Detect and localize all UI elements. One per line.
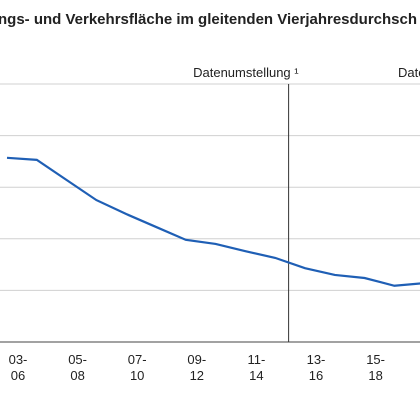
x-tick-label: 03-06 [9, 352, 28, 383]
x-tick-label: 09-12 [187, 352, 206, 383]
x-tick-label-line: 06 [11, 368, 25, 383]
annotation: Date [398, 65, 420, 80]
x-tick-label-line: 14 [249, 368, 263, 383]
x-tick-label: 15-18 [366, 352, 385, 383]
annotation: Datenumstellung ¹ [193, 65, 299, 80]
x-tick-label-line: 11- [247, 352, 265, 367]
x-tick-label-line: 05- [68, 352, 87, 367]
x-tick-label-line: 09- [187, 352, 206, 367]
x-tick-label-line: 18 [368, 368, 382, 383]
x-tick-label-line: 08 [70, 368, 84, 383]
x-tick-label: 07-10 [128, 352, 147, 383]
x-tick-label-line: 15- [366, 352, 385, 367]
x-tick-label-line: 12 [190, 368, 204, 383]
x-tick-label: 13-16 [307, 352, 326, 383]
chart-title: ngs- und Verkehrsfläche im gleitenden Vi… [0, 11, 417, 28]
x-tick-label-line: 07- [128, 352, 147, 367]
data-line [6, 156, 420, 287]
x-tick-label-line: 10 [130, 368, 144, 383]
x-tick-label: 05-08 [68, 352, 87, 383]
x-tick-label-line: 16 [309, 368, 323, 383]
x-tick-label-line: 03- [9, 352, 28, 367]
x-tick-label: 11-14 [247, 352, 265, 383]
x-tick-label-line: 13- [307, 352, 326, 367]
